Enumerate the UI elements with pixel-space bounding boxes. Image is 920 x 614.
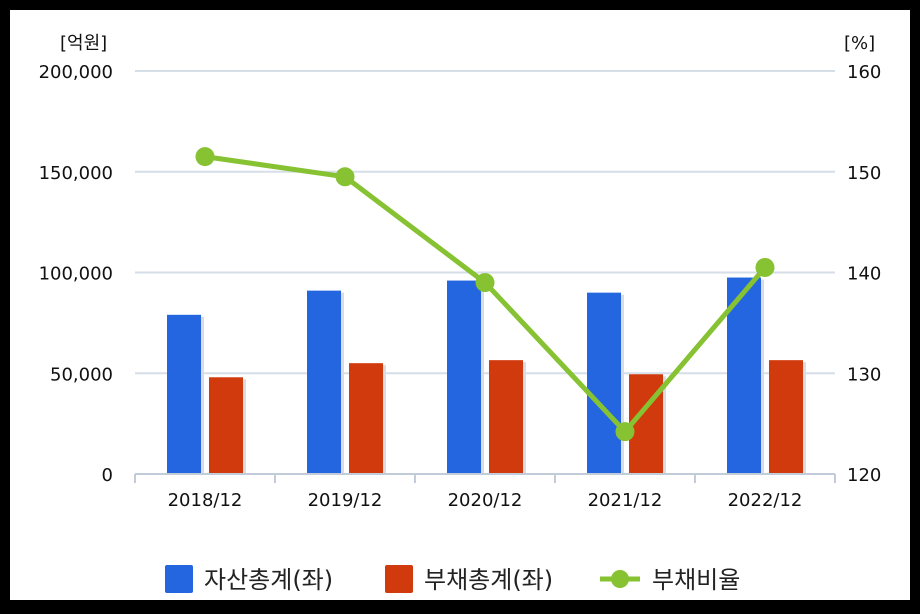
chart-canvas: 0 50,000 100,000 150,000 200,000 120 130 140 150… [39,33,882,594]
watermark: 부자의 책장 [802,573,881,592]
gridlines [135,70,835,375]
y-right-tick-label: 160 [847,62,881,83]
ratio-point [755,257,775,277]
ratio-point [195,147,215,167]
bar-liabilities [769,360,803,474]
y-right-tick-label: 140 [847,264,881,285]
bar-assets [727,277,761,474]
x-tick-label: 2020/12 [448,490,523,511]
bar-assets [167,314,201,474]
left-axis-unit: [억원] [60,33,107,54]
legend-label-ratio: 부채비율 [652,566,740,594]
legend: 자산총계(좌) 부채총계(좌) 부채비율 [165,565,740,594]
y-left-tick-label: 0 [102,465,113,486]
bar-assets [587,292,621,474]
x-tick-label: 2018/12 [168,490,243,511]
legend-label-assets: 자산총계(좌) [204,566,333,594]
x-tick-label: 2021/12 [588,490,663,511]
axes [134,473,836,483]
bar-assets [447,280,481,474]
bar-liabilities [209,377,243,474]
bar-liabilities [349,363,383,474]
legend-swatch-ratio-dot [611,570,629,588]
y-right-tick-label: 150 [847,163,881,184]
y-left-tick-label: 50,000 [50,364,113,385]
ratio-point [335,167,355,187]
bars [167,277,806,474]
legend-swatch-liabilities [385,565,413,593]
x-tick-label: 2019/12 [308,490,383,511]
y-left-tick-label: 200,000 [39,62,113,83]
ratio-line [195,147,775,442]
legend-label-liabilities: 부채총계(좌) [424,566,553,594]
y-left-tick-label: 100,000 [39,264,113,285]
y-right-tick-label: 120 [847,465,881,486]
x-tick-label: 2022/12 [728,490,803,511]
ratio-point [475,273,495,293]
ratio-polyline [204,154,767,435]
y-right-tick-label: 130 [847,364,881,385]
chart-frame: 0 50,000 100,000 150,000 200,000 120 130 140 150… [10,10,910,600]
legend-swatch-assets [165,565,193,593]
y-left-tick-label: 150,000 [39,163,113,184]
tick-labels: 0 50,000 100,000 150,000 200,000 120 130 140 150… [39,62,882,511]
bar-liabilities [489,360,523,474]
right-axis-unit: [%] [844,33,875,54]
ratio-point [615,422,635,442]
bar-assets [307,290,341,474]
